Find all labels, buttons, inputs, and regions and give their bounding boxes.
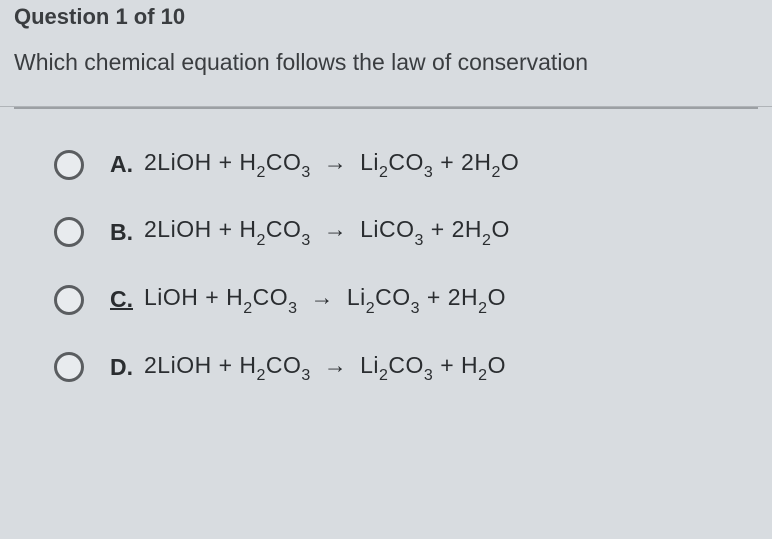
question-text: Which chemical equation follows the law … [14,48,758,96]
option-d[interactable]: D. 2LiOH + H2CO3 → Li2CO3 + H2O [54,352,758,384]
option-d-rhs: Li2CO3 + H2O [360,352,506,378]
option-a-label: A. [110,151,134,178]
option-c-lhs: LiOH + H2CO3 [144,284,298,310]
question-header: Question 1 of 10 Which chemical equation… [0,0,772,107]
radio-a[interactable] [54,150,84,180]
option-b-label: B. [110,219,134,246]
options-list: A. 2LiOH + H2CO3 → Li2CO3 + 2H2O B. 2LiO… [0,109,772,383]
radio-b[interactable] [54,217,84,247]
option-d-lhs: 2LiOH + H2CO3 [144,352,311,378]
option-b[interactable]: B. 2LiOH + H2CO3 → LiCO3 + 2H2O [54,216,758,248]
option-c-rhs: Li2CO3 + 2H2O [347,284,506,310]
option-b-lhs: 2LiOH + H2CO3 [144,216,311,242]
option-a-lhs: 2LiOH + H2CO3 [144,149,311,175]
option-a-equation: 2LiOH + H2CO3 → Li2CO3 + 2H2O [144,149,519,181]
option-a[interactable]: A. 2LiOH + H2CO3 → Li2CO3 + 2H2O [54,149,758,181]
option-b-rhs: LiCO3 + 2H2O [360,216,510,242]
quiz-container: Question 1 of 10 Which chemical equation… [0,0,772,383]
radio-c[interactable] [54,285,84,315]
option-b-equation: 2LiOH + H2CO3 → LiCO3 + 2H2O [144,216,510,248]
option-d-equation: 2LiOH + H2CO3 → Li2CO3 + H2O [144,352,506,384]
option-a-rhs: Li2CO3 + 2H2O [360,149,519,175]
arrow-icon: → [324,216,348,242]
arrow-icon: → [324,149,348,175]
option-d-label: D. [110,354,134,381]
option-c[interactable]: C. LiOH + H2CO3 → Li2CO3 + 2H2O [54,284,758,316]
option-c-label: C. [110,286,134,313]
radio-d[interactable] [54,352,84,382]
option-c-equation: LiOH + H2CO3 → Li2CO3 + 2H2O [144,284,506,316]
question-number: Question 1 of 10 [14,4,758,30]
arrow-icon: → [310,284,334,310]
arrow-icon: → [324,352,348,378]
